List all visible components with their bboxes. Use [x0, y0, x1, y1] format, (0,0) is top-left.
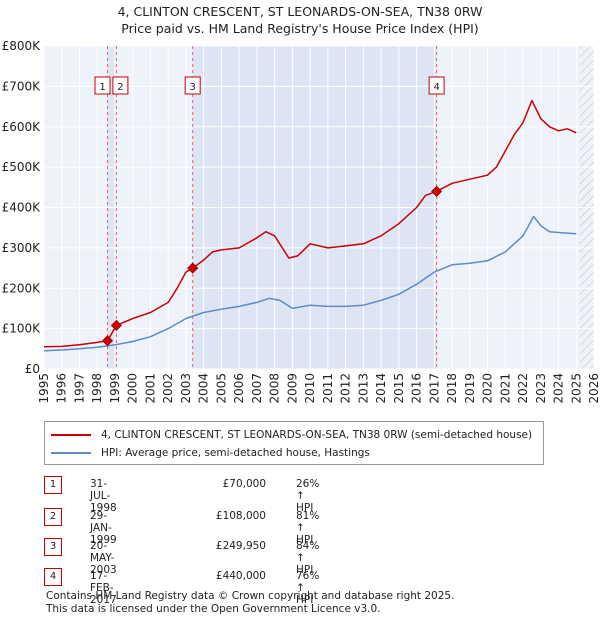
x-tick-label: 2013: [356, 373, 370, 404]
chart-title: 4, CLINTON CRESCENT, ST LEONARDS-ON-SEA,…: [117, 4, 483, 19]
x-tick-label: 2001: [143, 373, 157, 404]
y-tick-label: £600K: [2, 120, 42, 134]
sale-label-box: [94, 76, 111, 95]
sale-marker: [431, 185, 443, 197]
y-tick-label: £0: [25, 362, 40, 376]
sale-label-number: 4: [433, 82, 439, 93]
x-tick-label: 2012: [339, 373, 353, 404]
x-tick-label: 2009: [285, 373, 299, 404]
x-tick-label: 2003: [179, 373, 193, 404]
sale-price: £108,000: [215, 510, 266, 522]
sale-hpi: 81% ↑ HPI: [296, 510, 320, 546]
y-tick-label: £400K: [2, 201, 42, 215]
sale-date: 31-JUL-1998: [90, 478, 117, 514]
sale-price: £70,000: [222, 478, 266, 490]
series-line: [43, 215, 577, 352]
sale-date: 17-FEB-2017: [90, 570, 117, 606]
x-tick-label: 2004: [197, 373, 211, 404]
x-tick-label: 2021: [498, 373, 512, 404]
x-tick-label: 1995: [37, 373, 51, 404]
sale-marker: [187, 262, 199, 274]
sale-number: 4: [44, 568, 62, 586]
y-tick-label: £200K: [2, 281, 42, 295]
sale-label-box: [428, 76, 445, 95]
x-tick-label: 2020: [481, 373, 495, 404]
x-tick-label: 2016: [410, 373, 424, 404]
legend-item-property: 4, CLINTON CRESCENT, ST LEONARDS-ON-SEA,…: [51, 426, 532, 444]
sale-hpi: 76% ↑ HPI: [296, 570, 320, 606]
sale-hpi: 84% ↑ HPI: [296, 540, 320, 576]
x-tick-label: 2015: [392, 373, 406, 404]
sale-label-number: 1: [99, 82, 105, 93]
x-tick-label: 2018: [445, 373, 459, 404]
sale-label-number: 3: [189, 82, 195, 93]
x-tick-label: 2002: [161, 373, 175, 404]
sale-number: 1: [44, 476, 62, 494]
chart-subtitle: Price paid vs. HM Land Registry's House …: [121, 21, 479, 36]
x-tick-label: 2007: [250, 373, 264, 404]
sale-label-box: [184, 76, 201, 95]
sale-marker: [101, 335, 114, 347]
series-line: [43, 99, 577, 348]
sale-number: 2: [44, 508, 62, 526]
sale-label-number: 2: [117, 82, 123, 93]
x-tick-label: 2005: [214, 373, 228, 404]
sale-number: 3: [44, 538, 62, 556]
sale-price: £249,950: [215, 540, 266, 552]
x-tick-label: 2000: [126, 373, 140, 404]
x-tick-label: 2024: [552, 373, 566, 404]
x-tick-label: 2014: [374, 373, 388, 404]
x-tick-label: 2026: [587, 373, 600, 404]
x-tick-label: 1996: [55, 373, 69, 404]
y-tick-label: £500K: [2, 160, 42, 174]
x-tick-label: 2010: [303, 373, 317, 404]
x-tick-label: 2008: [268, 373, 282, 404]
legend-item-hpi: HPI: Average price, semi-detached house,…: [51, 444, 370, 462]
sale-date: 20-MAY-2003: [90, 540, 117, 576]
y-tick-label: £800K: [2, 39, 42, 53]
legend-swatch-red: [51, 434, 91, 436]
footer-copyright: Contains HM Land Registry data © Crown c…: [46, 590, 455, 602]
sale-hpi: 26% ↑ HPI: [296, 478, 320, 514]
x-tick-label: 2023: [534, 373, 548, 404]
x-tick-label: 1997: [72, 373, 86, 404]
sale-label-box: [112, 76, 129, 95]
sale-price: £440,000: [215, 570, 266, 582]
y-tick-label: £100K: [2, 322, 42, 336]
x-tick-label: 1999: [108, 373, 122, 404]
legend: 4, CLINTON CRESCENT, ST LEONARDS-ON-SEA,…: [44, 421, 544, 465]
legend-swatch-blue: [51, 452, 91, 454]
x-tick-label: 2019: [463, 373, 477, 404]
x-tick-label: 2017: [427, 373, 441, 404]
x-tick-label: 2025: [569, 373, 583, 404]
x-tick-label: 2022: [516, 373, 530, 404]
price-chart: £0 £100K £200K £300K £400K £500K £600K £700K £80…: [2, 39, 600, 404]
x-tick-label: 1998: [90, 373, 104, 404]
sale-date: 29-JAN-1999: [90, 510, 117, 546]
y-tick-label: £700K: [2, 79, 42, 93]
x-tick-label: 2011: [321, 373, 335, 404]
x-tick-label: 2006: [232, 373, 246, 404]
sale-marker: [110, 319, 122, 331]
footer-license: This data is licensed under the Open Gov…: [46, 603, 381, 615]
y-tick-label: £300K: [2, 241, 42, 255]
